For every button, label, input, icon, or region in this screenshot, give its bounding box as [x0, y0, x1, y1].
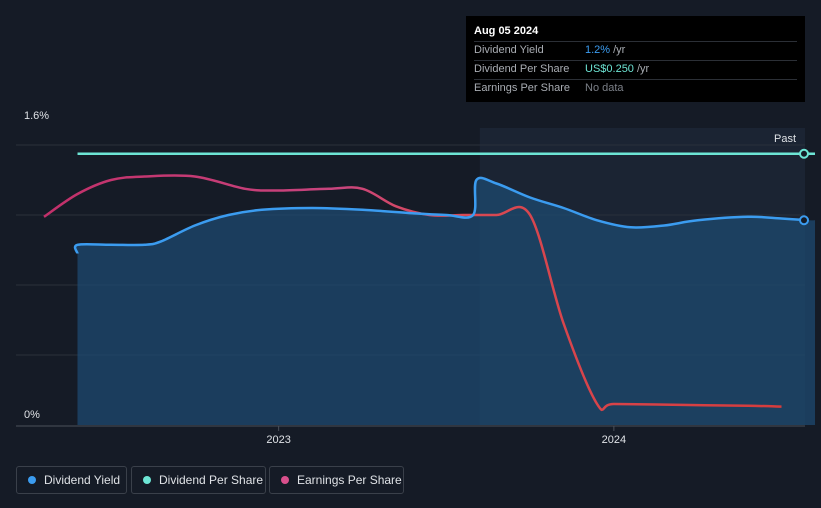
legend-label: Dividend Yield	[44, 473, 121, 487]
legend-dot-icon	[143, 476, 151, 484]
tooltip-value: US$0.250	[585, 63, 634, 75]
tooltip: Aug 05 2024 Dividend Yield 1.2% /yr Divi…	[466, 16, 805, 102]
legend-dividend-yield[interactable]: Dividend Yield	[16, 466, 127, 494]
tooltip-label: Earnings Per Share	[474, 82, 570, 94]
tooltip-unit: /yr	[636, 63, 650, 75]
y-tick-label: 1.6%	[24, 110, 49, 122]
tooltip-label: Dividend Yield	[474, 44, 544, 56]
dividend-yield-area	[75, 177, 815, 425]
dividend-yield-line	[73, 176, 809, 254]
dividend-per-share-end-marker	[799, 148, 809, 159]
legend-dot-icon	[281, 476, 289, 484]
x-tick-label: 2023	[266, 434, 290, 446]
tooltip-value: No data	[585, 82, 624, 94]
legend-label: Dividend Per Share	[159, 473, 264, 487]
y-tick-label: 0%	[24, 409, 40, 421]
tooltip-unit: /yr	[613, 44, 626, 56]
x-tick-label: 2024	[602, 434, 626, 446]
tooltip-row-dividend-yield: Dividend Yield 1.2% /yr	[474, 41, 797, 60]
tooltip-row-dividend-per-share: Dividend Per Share US$0.250 /yr	[474, 60, 797, 79]
tooltip-date: Aug 05 2024	[474, 25, 539, 37]
legend-label: Earnings Per Share	[297, 473, 402, 487]
dividend-yield-end-marker	[799, 215, 809, 226]
tooltip-value: 1.2%	[585, 44, 611, 56]
past-label: Past	[774, 133, 796, 145]
legend-earnings-per-share[interactable]: Earnings Per Share	[269, 466, 404, 494]
tooltip-label: Dividend Per Share	[474, 63, 570, 75]
legend-dot-icon	[28, 476, 36, 484]
tooltip-row-earnings-per-share: Earnings Per Share No data	[474, 79, 797, 98]
legend-dividend-per-share[interactable]: Dividend Per Share	[131, 466, 266, 494]
